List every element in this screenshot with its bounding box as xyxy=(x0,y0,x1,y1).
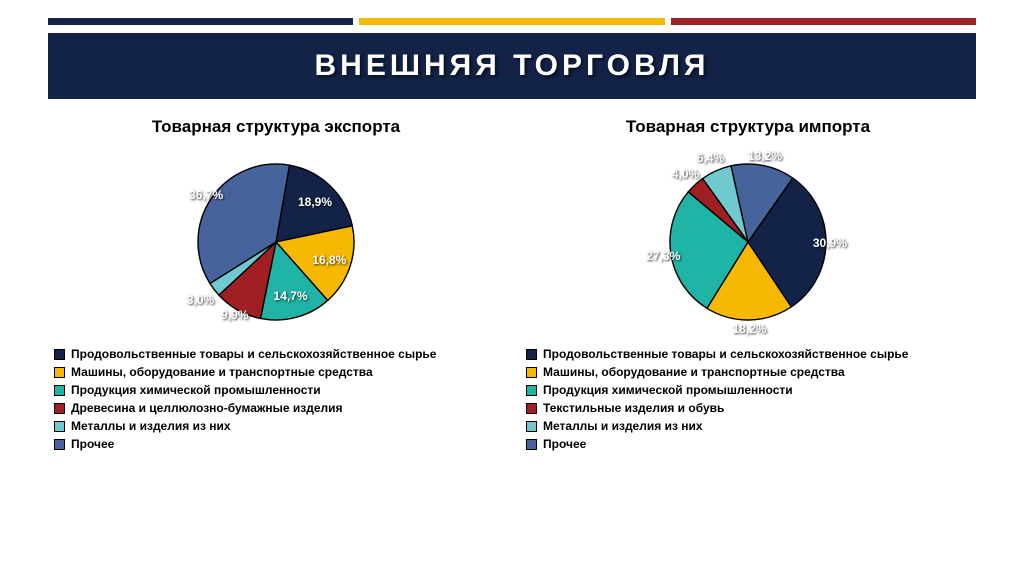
slice-label: 14,7% xyxy=(274,289,308,303)
slice-label: 16,8% xyxy=(312,253,346,267)
legend-swatch xyxy=(54,385,65,396)
legend-item: Прочее xyxy=(54,437,498,451)
slice-label: 4,0% xyxy=(672,167,699,181)
legend-text: Продукция химической промышленности xyxy=(543,383,793,397)
legend-swatch xyxy=(526,367,537,378)
stripe-1 xyxy=(48,18,353,25)
top-stripes xyxy=(0,0,1024,25)
page-title: ВНЕШНЯЯ ТОРГОВЛЯ xyxy=(48,49,976,83)
charts-row: Товарная структура экспорта 18,9% 16,8% 14… xyxy=(0,99,1024,455)
legend-text: Древесина и целлюлозно-бумажные изделия xyxy=(71,401,343,415)
legend-text: Прочее xyxy=(71,437,114,451)
legend-text: Текстильные изделия и обувь xyxy=(543,401,724,415)
legend-swatch xyxy=(54,439,65,450)
legend-text: Продукция химической промышленности xyxy=(71,383,321,397)
legend-swatch xyxy=(526,403,537,414)
slice-label: 6,4% xyxy=(697,151,724,165)
legend-item: Металлы и изделия из них xyxy=(526,419,970,433)
chart-import-title: Товарная структура импорта xyxy=(518,117,978,137)
legend-item: Текстильные изделия и обувь xyxy=(526,401,970,415)
legend-swatch xyxy=(54,421,65,432)
legend-text: Металлы и изделия из них xyxy=(543,419,703,433)
legend-swatch xyxy=(54,349,65,360)
chart-export-legend: Продовольственные товары и сельскохозяйс… xyxy=(46,347,506,451)
legend-item: Машины, оборудование и транспортные сред… xyxy=(54,365,498,379)
stripe-2 xyxy=(359,18,664,25)
legend-swatch xyxy=(526,349,537,360)
legend-item: Продукция химической промышленности xyxy=(526,383,970,397)
legend-swatch xyxy=(526,439,537,450)
legend-item: Продовольственные товары и сельскохозяйс… xyxy=(526,347,970,361)
legend-item: Прочее xyxy=(526,437,970,451)
legend-item: Продовольственные товары и сельскохозяйс… xyxy=(54,347,498,361)
slice-label: 36,7% xyxy=(189,188,223,202)
chart-export-pie: 18,9% 16,8% 14,7% 9,9% 3,0% 36,7% xyxy=(156,147,396,337)
legend-swatch xyxy=(54,403,65,414)
chart-import-pie: 30,9% 18,2% 27,3% 4,0% 6,4% 13,2% xyxy=(628,147,868,337)
slice-label: 13,2% xyxy=(748,149,782,163)
title-band: ВНЕШНЯЯ ТОРГОВЛЯ xyxy=(48,33,976,99)
legend-item: Металлы и изделия из них xyxy=(54,419,498,433)
legend-text: Продовольственные товары и сельскохозяйс… xyxy=(543,347,908,361)
slice-label: 30,9% xyxy=(813,236,847,250)
chart-export: Товарная структура экспорта 18,9% 16,8% 14… xyxy=(46,117,506,455)
slice-label: 27,3% xyxy=(646,249,680,263)
slice-label: 18,2% xyxy=(733,322,767,336)
legend-swatch xyxy=(526,385,537,396)
legend-text: Машины, оборудование и транспортные сред… xyxy=(71,365,373,379)
chart-import-legend: Продовольственные товары и сельскохозяйс… xyxy=(518,347,978,451)
legend-item: Продукция химической промышленности xyxy=(54,383,498,397)
legend-swatch xyxy=(54,367,65,378)
slice-label: 9,9% xyxy=(221,308,248,322)
legend-text: Машины, оборудование и транспортные сред… xyxy=(543,365,845,379)
slice-label: 3,0% xyxy=(187,293,214,307)
chart-export-title: Товарная структура экспорта xyxy=(46,117,506,137)
legend-swatch xyxy=(526,421,537,432)
legend-text: Продовольственные товары и сельскохозяйс… xyxy=(71,347,436,361)
stripe-3 xyxy=(671,18,976,25)
legend-item: Машины, оборудование и транспортные сред… xyxy=(526,365,970,379)
legend-text: Металлы и изделия из них xyxy=(71,419,231,433)
legend-text: Прочее xyxy=(543,437,586,451)
chart-import: Товарная структура импорта 30,9% 18,2% 27,… xyxy=(518,117,978,455)
legend-item: Древесина и целлюлозно-бумажные изделия xyxy=(54,401,498,415)
slice-label: 18,9% xyxy=(298,195,332,209)
